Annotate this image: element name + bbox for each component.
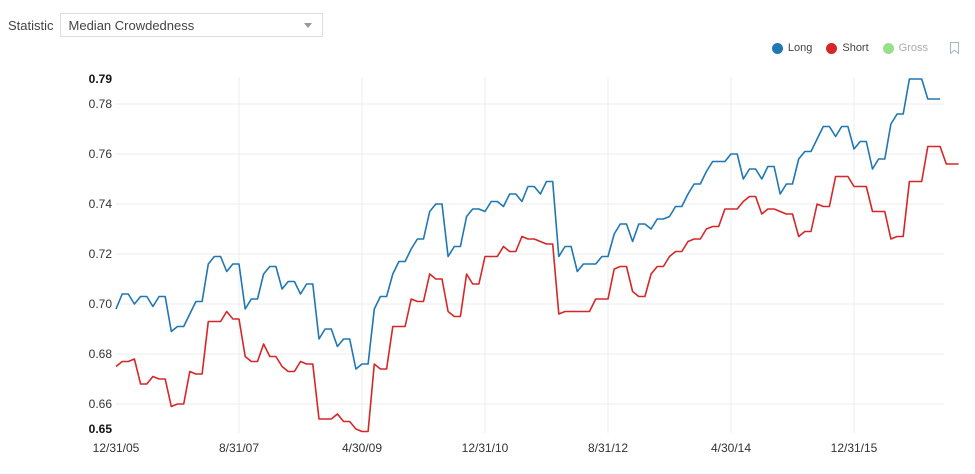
statistic-select-value: Median Crowdedness [68, 17, 195, 33]
y-tick-label: 0.65 [89, 422, 113, 436]
y-tick-label: 0.72 [89, 247, 113, 261]
long-series-dot-icon [771, 42, 783, 54]
chevron-down-icon [303, 22, 312, 28]
x-tick-label: 8/31/12 [588, 441, 628, 455]
x-tick-label: 4/30/14 [711, 441, 751, 455]
x-tick-label: 12/31/15 [831, 441, 878, 455]
y-tick-label: 0.66 [89, 397, 113, 411]
statistic-label: Statistic [8, 17, 54, 33]
y-tick-label: 0.68 [89, 347, 113, 361]
x-tick-label: 12/31/10 [462, 441, 509, 455]
chart-legend: Long Short Gross [758, 42, 959, 54]
short-series-dot-icon [826, 42, 838, 54]
series-line-long[interactable] [115, 78, 941, 370]
x-tick-label: 4/30/09 [342, 441, 382, 455]
gross-series-dot-icon [882, 42, 894, 54]
y-tick-label: 0.79 [89, 72, 113, 86]
x-tick-label: 12/31/05 [93, 441, 140, 455]
statistic-select[interactable]: Median Crowdedness [59, 13, 323, 37]
bookmark-icon[interactable] [950, 42, 959, 54]
legend-label: Short [842, 42, 869, 54]
y-tick-label: 0.76 [89, 147, 113, 161]
y-tick-label: 0.78 [89, 97, 113, 111]
series-line-short[interactable] [115, 145, 959, 433]
statistic-control: Statistic Median Crowdedness [8, 13, 323, 37]
y-tick-label: 0.70 [89, 297, 113, 311]
legend-label: Long [787, 42, 813, 54]
y-tick-label: 0.74 [89, 197, 113, 211]
legend-item-long[interactable]: Long [771, 42, 813, 54]
legend-label: Gross [898, 42, 928, 54]
legend-item-short[interactable]: Short [826, 42, 869, 54]
legend-item-gross[interactable]: Gross [882, 42, 928, 54]
x-tick-label: 8/31/07 [219, 441, 259, 455]
